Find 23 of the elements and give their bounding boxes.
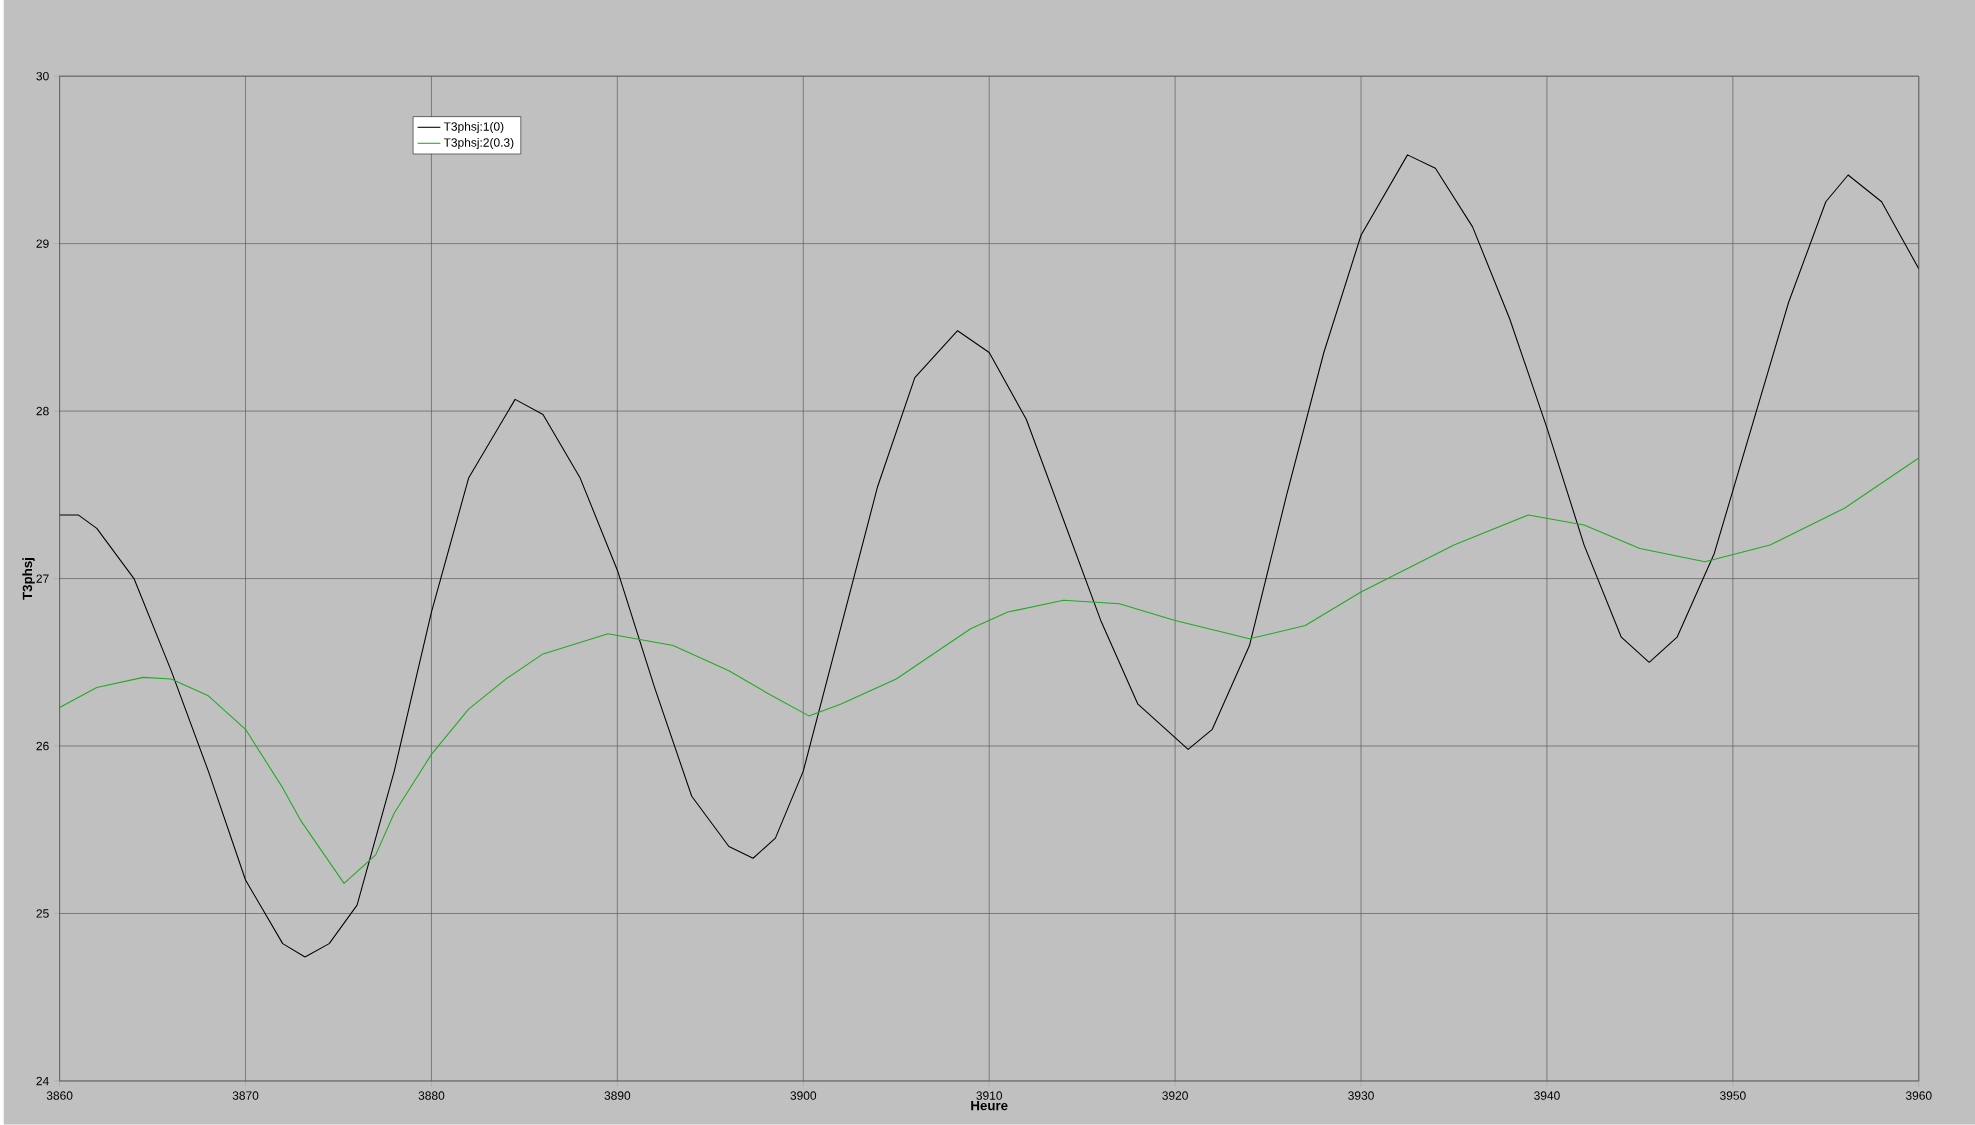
x-tick-label: 3950 [1720, 1091, 1746, 1100]
legend-label: T3phsj:2(0.3) [443, 138, 514, 150]
x-tick-label: 3920 [1162, 1091, 1188, 1100]
x-tick-label: 3910 [976, 1091, 1003, 1100]
y-tick-label: 30 [36, 71, 49, 81]
y-tick-label: 28 [36, 406, 49, 416]
y-tick-label: 27 [36, 574, 49, 583]
y-tick-label: 25 [36, 909, 49, 918]
x-tick-label: 3930 [1348, 1091, 1374, 1100]
y-tick-label: 26 [36, 741, 49, 751]
x-tick-label: 3860 [46, 1091, 73, 1100]
x-tick-label: 3940 [1534, 1091, 1560, 1100]
x-tick-label: 3880 [418, 1091, 445, 1100]
x-tick-label: 3870 [232, 1091, 259, 1100]
y-tick-label: 24 [36, 1076, 49, 1086]
line-series [59, 457, 1919, 884]
x-tick-label: 3890 [604, 1091, 631, 1100]
y-tick-label: 29 [36, 239, 49, 248]
y-axis-title: T3phsj [22, 558, 35, 600]
legend-label: T3phsj:1(0) [443, 122, 504, 134]
x-axis-title: Heure [971, 1101, 1008, 1111]
x-tick-label: 3960 [1905, 1091, 1932, 1100]
x-tick-label: 3900 [790, 1091, 817, 1100]
